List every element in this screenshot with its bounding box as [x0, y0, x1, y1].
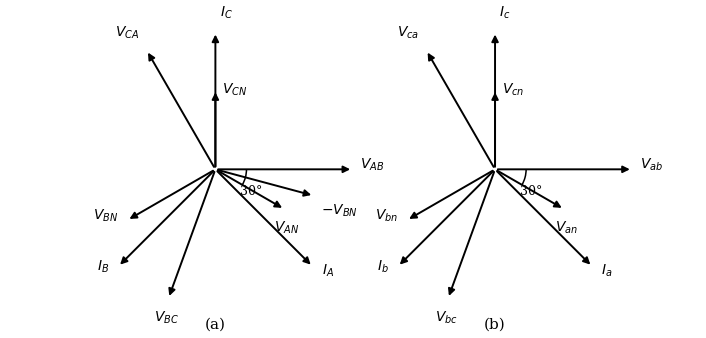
Text: $V_{BN}$: $V_{BN}$ [93, 208, 118, 224]
Text: 30°: 30° [240, 185, 263, 198]
Text: $I_a$: $I_a$ [602, 263, 613, 279]
Text: $I_B$: $I_B$ [97, 259, 109, 275]
Text: $V_{an}$: $V_{an}$ [554, 220, 578, 236]
Text: $V_{AN}$: $V_{AN}$ [274, 220, 299, 236]
Text: $V_{cn}$: $V_{cn}$ [502, 81, 525, 98]
Text: (a): (a) [205, 318, 226, 332]
Text: $I_c$: $I_c$ [499, 5, 511, 21]
Text: $I_b$: $I_b$ [377, 259, 389, 275]
Text: $V_{CA}$: $V_{CA}$ [115, 25, 140, 41]
Text: $V_{ca}$: $V_{ca}$ [397, 25, 419, 41]
Text: $V_{CN}$: $V_{CN}$ [222, 81, 248, 98]
Text: 30°: 30° [520, 185, 542, 198]
Text: $V_{ab}$: $V_{ab}$ [640, 157, 663, 173]
Text: $V_{BC}$: $V_{BC}$ [154, 309, 179, 326]
Text: $I_C$: $I_C$ [220, 5, 233, 21]
Text: (b): (b) [484, 318, 506, 332]
Text: $V_{bc}$: $V_{bc}$ [435, 309, 457, 326]
Text: $I_A$: $I_A$ [321, 263, 334, 279]
Text: $V_{bn}$: $V_{bn}$ [375, 208, 397, 224]
Text: $-V_{BN}$: $-V_{BN}$ [321, 203, 358, 219]
Text: $V_{AB}$: $V_{AB}$ [360, 157, 384, 173]
